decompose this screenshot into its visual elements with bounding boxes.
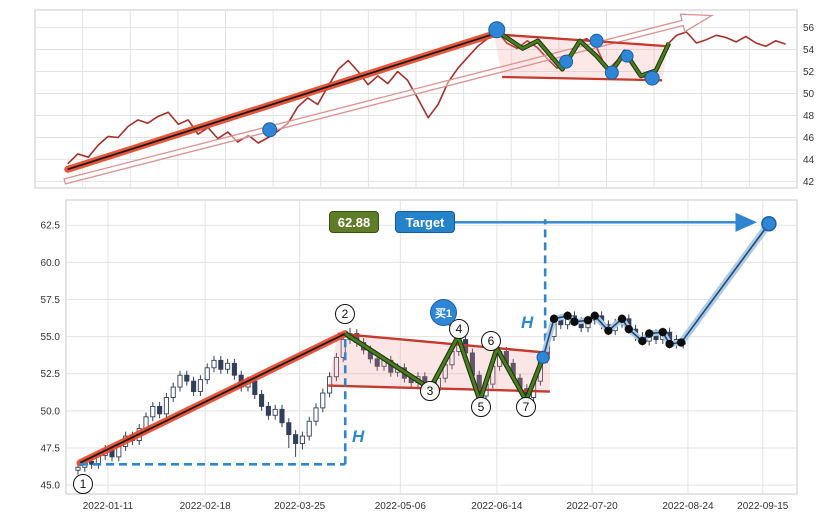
- bottom-y-tick-label: 62.5: [41, 221, 61, 232]
- bottom-y-tick-label: 55.0: [41, 332, 61, 343]
- bottom-y-tick-label: 57.5: [41, 295, 61, 306]
- flag-upper-line: [337, 332, 551, 355]
- bottom-y-tick-label: 47.5: [41, 443, 61, 454]
- swing-dot: [549, 314, 559, 323]
- trend-line-core: [79, 332, 346, 464]
- top-y-tick-label: 50: [803, 89, 815, 100]
- wave-point-3-label: 3: [426, 384, 434, 398]
- top-y-tick-label: 48: [803, 111, 815, 122]
- swing-dot: [645, 329, 654, 338]
- wave-point-7-label: 7: [522, 400, 530, 414]
- wave-point-6-label: 6: [487, 334, 495, 348]
- measured-move-value-badge: 62.88: [329, 211, 379, 233]
- signal-dot: [644, 70, 660, 86]
- top-y-tick-label: 52: [803, 67, 815, 78]
- wave-point-3: 3: [420, 381, 440, 401]
- flag-lower-line: [502, 75, 663, 82]
- top-price-chart: 56 54 52 50 48 46 44 42: [34, 9, 815, 189]
- swing-dot: [676, 338, 686, 347]
- wave-point-2: 2: [335, 304, 355, 324]
- target-dot: [761, 216, 777, 232]
- top-y-tick-label: 54: [803, 45, 815, 56]
- signal-dot: [488, 21, 506, 39]
- date-tick-label: 2022-01-11: [83, 501, 134, 512]
- signal-dot: [589, 33, 604, 48]
- top-y-tick-label: 46: [803, 133, 815, 144]
- swing-dot: [638, 336, 647, 346]
- top-y-tick-label: 44: [803, 155, 815, 166]
- signal-dot: [604, 65, 619, 80]
- date-tick-label: 2022-08-24: [662, 501, 714, 512]
- target-badge[interactable]: Target: [395, 211, 455, 233]
- buy-signal-marker[interactable]: 买1: [430, 299, 457, 326]
- swing-dot: [563, 311, 572, 321]
- swing-dot: [583, 316, 593, 325]
- target-height-label: H: [521, 313, 534, 332]
- signal-dot: [620, 49, 634, 63]
- top-y-tick-label: 56: [803, 23, 815, 34]
- bottom-y-tick-label: 60.0: [41, 258, 61, 269]
- wave-point-5-label: 5: [477, 400, 485, 414]
- bottom-candlestick-chart: 62.5 60.0 57.5 55.0 52.5 50.0 47.5 45.0 2022-01-…: [41, 199, 798, 512]
- bottom-y-tick-label: 45.0: [41, 481, 61, 492]
- trend-line-core: [67, 32, 498, 171]
- wave-point-5: 5: [471, 397, 491, 417]
- breakout-dot: [536, 350, 550, 364]
- wave-point-1: 1: [73, 474, 93, 494]
- bottom-y-tick-label: 50.0: [41, 406, 61, 417]
- date-tick-label: 2022-03-25: [274, 501, 326, 512]
- wave-point-6: 6: [481, 331, 501, 351]
- swing-dot: [624, 324, 633, 334]
- bottom-plot-area: [65, 199, 798, 495]
- swing-dot: [665, 339, 674, 349]
- wave-point-4-label: 4: [455, 322, 463, 336]
- bottom-y-tick-label: 52.5: [41, 369, 61, 380]
- wave-point-4: 4: [449, 319, 469, 339]
- date-tick-label: 2022-07-20: [567, 501, 619, 512]
- swing-dot: [658, 327, 667, 337]
- date-tick-label: 2022-09-15: [737, 501, 789, 512]
- target-projection-line: [680, 223, 770, 344]
- swing-dot: [617, 314, 627, 323]
- date-tick-label: 2022-05-06: [375, 501, 427, 512]
- signal-dot: [559, 54, 574, 69]
- swing-dot: [570, 317, 579, 326]
- date-tick-label: 2022-02-18: [180, 501, 232, 512]
- wave-zigzag: [496, 29, 671, 78]
- top-y-tick-label: 42: [803, 177, 815, 188]
- swing-dot: [590, 311, 599, 321]
- signal-dot: [262, 122, 278, 138]
- wave-point-1-label: 1: [79, 477, 87, 491]
- flag-shading: [493, 34, 669, 81]
- wave-point-2-label: 2: [341, 307, 349, 321]
- flagpole-height-label: H: [352, 427, 365, 446]
- date-tick-label: 2022-06-14: [471, 501, 523, 512]
- wave-point-7: 7: [516, 397, 536, 417]
- swing-dot: [604, 326, 613, 335]
